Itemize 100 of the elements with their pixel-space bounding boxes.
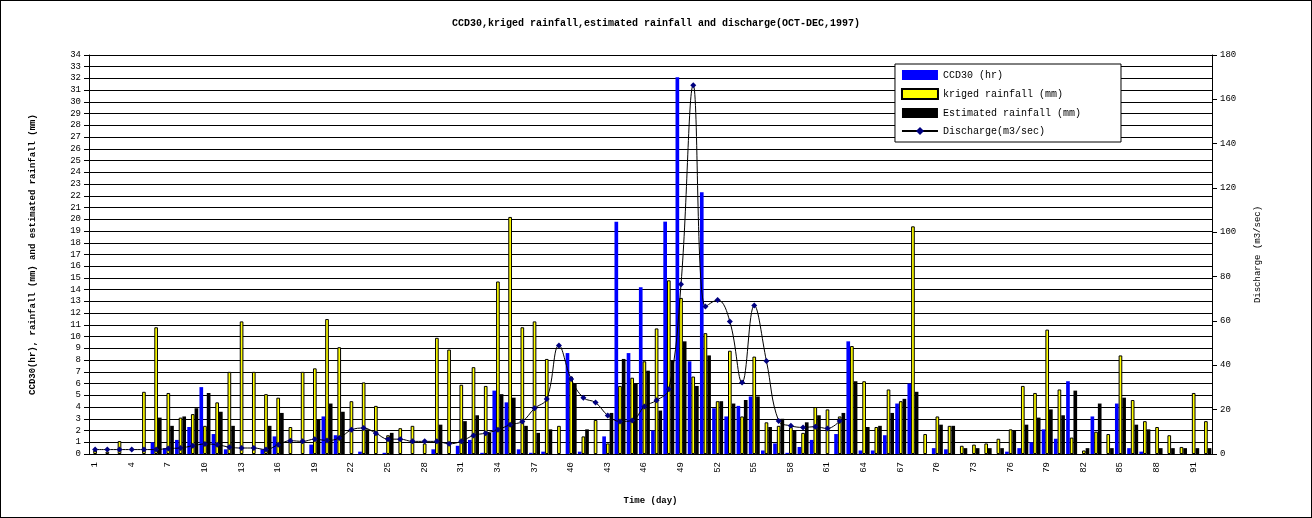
y2-tick-label: 80 <box>1220 271 1231 282</box>
y-tick-label: 31 <box>70 85 81 96</box>
x-tick-label: 73 <box>968 462 979 473</box>
bar <box>1127 448 1131 454</box>
y-tick-label: 18 <box>70 237 81 248</box>
y2-axis-title: Discharge (m3/sec) <box>1253 205 1263 304</box>
y-tick-label: 27 <box>70 132 81 143</box>
bar <box>1082 450 1086 454</box>
x-tick-label: 67 <box>895 462 906 473</box>
y-tick-label: 7 <box>75 366 81 377</box>
x-tick-label: 37 <box>529 462 540 473</box>
x-tick-label: 4 <box>126 462 137 468</box>
x-tick-label: 85 <box>1115 462 1126 473</box>
x-tick-label: 55 <box>749 462 760 473</box>
x-tick-label: 49 <box>676 462 687 473</box>
y-tick-label: 4 <box>75 402 81 413</box>
bar <box>1066 381 1070 454</box>
y-tick-label: 9 <box>75 343 81 354</box>
y2-tick-label: 100 <box>1220 227 1237 238</box>
legend-label: kriged rainfall (mm) <box>942 88 1064 100</box>
x-tick-label: 88 <box>1152 462 1163 473</box>
x-tick-label: 16 <box>273 462 284 473</box>
y-tick-label: 34 <box>70 50 81 60</box>
x-tick-label: 31 <box>456 462 467 473</box>
y-tick-label: 19 <box>70 226 81 237</box>
x-tick-label: 10 <box>199 462 210 473</box>
y-tick-label: 28 <box>70 120 81 131</box>
y-tick-label: 30 <box>70 96 81 107</box>
x-tick-label: 91 <box>1188 462 1199 473</box>
x-tick-label: 34 <box>492 462 503 473</box>
y2-tick-label: 40 <box>1220 360 1231 371</box>
x-tick-label: 70 <box>932 462 943 473</box>
y-tick-label: 5 <box>75 390 81 401</box>
y2-tick-label: 140 <box>1220 138 1237 149</box>
chart-title: CCD30,kriged rainfall,estimated rainfall and discharge(OCT-DEC,1997) <box>451 17 861 29</box>
y-tick-label: 6 <box>75 378 81 389</box>
x-tick-label: 82 <box>1078 462 1089 473</box>
bar <box>760 450 765 454</box>
x-tick-label: 25 <box>383 462 394 473</box>
x-tick-label: 79 <box>1042 462 1053 473</box>
bar <box>309 444 313 454</box>
x-tick-label: 19 <box>309 462 320 473</box>
bar <box>898 401 903 454</box>
x-tick-label: 43 <box>602 462 613 473</box>
bar <box>699 192 704 454</box>
bar <box>883 435 887 454</box>
bar <box>431 449 436 454</box>
y-tick-label: 25 <box>70 155 81 166</box>
bar <box>834 434 838 454</box>
y-tick-label: 0 <box>75 449 81 459</box>
x-tick-label: 46 <box>639 462 650 473</box>
y-tick-label: 13 <box>70 296 81 307</box>
x-tick-label: 22 <box>346 462 357 473</box>
bar <box>907 383 912 454</box>
y-tick-label: 16 <box>70 261 81 272</box>
bar <box>199 387 204 454</box>
y-tick-label: 24 <box>70 167 81 178</box>
x-tick-label: 13 <box>236 462 247 473</box>
y2-tick-label: 120 <box>1220 183 1237 193</box>
y-tick-label: 20 <box>70 214 81 225</box>
bar <box>175 439 179 454</box>
legend-label: Estimated rainfall (mm) <box>942 107 1082 119</box>
bar <box>602 436 606 454</box>
x-axis-title: Time (day) <box>623 495 678 506</box>
bar <box>663 221 667 454</box>
y-axis-title: CCD30(hr), rainfall (mm) and estimated rainfall (mm) <box>28 114 38 395</box>
bar <box>712 408 716 454</box>
bar <box>870 450 875 454</box>
x-tick-label: 40 <box>566 462 577 473</box>
x-tick-label: 61 <box>822 462 833 473</box>
x-tick-label: 52 <box>712 462 723 473</box>
y2-tick-label: 180 <box>1220 50 1237 60</box>
bar <box>944 449 948 454</box>
bar <box>638 287 643 454</box>
y-tick-label: 2 <box>75 425 81 436</box>
y-tick-label: 12 <box>70 308 81 319</box>
y-tick-label: 8 <box>75 355 81 366</box>
y2-tick-label: 0 <box>1220 449 1226 459</box>
y-tick-label: 32 <box>70 73 81 84</box>
bar <box>724 416 729 454</box>
bar <box>846 341 851 454</box>
y-tick-label: 22 <box>70 190 81 201</box>
y-tick-label: 26 <box>70 143 81 154</box>
legend-label: Discharge(m3/sec) <box>942 125 1046 137</box>
y-tick-label: 15 <box>70 272 81 283</box>
y-tick-label: 21 <box>70 202 81 213</box>
x-tick-label: 7 <box>163 462 174 468</box>
y-tick-label: 17 <box>70 249 81 260</box>
legend-label: CCD30 (hr) <box>942 69 1003 81</box>
y-tick-label: 14 <box>70 284 81 295</box>
bar <box>773 443 777 454</box>
bar <box>651 430 655 454</box>
y2-tick-label: 160 <box>1220 94 1237 105</box>
x-tick-label: 1 <box>90 462 101 468</box>
y-tick-label: 29 <box>70 108 81 119</box>
y-tick-label: 10 <box>70 331 81 342</box>
y-tick-label: 11 <box>70 319 81 330</box>
y-tick-label: 1 <box>75 437 81 448</box>
x-tick-label: 76 <box>1005 462 1016 473</box>
y-tick-label: 3 <box>75 413 81 424</box>
